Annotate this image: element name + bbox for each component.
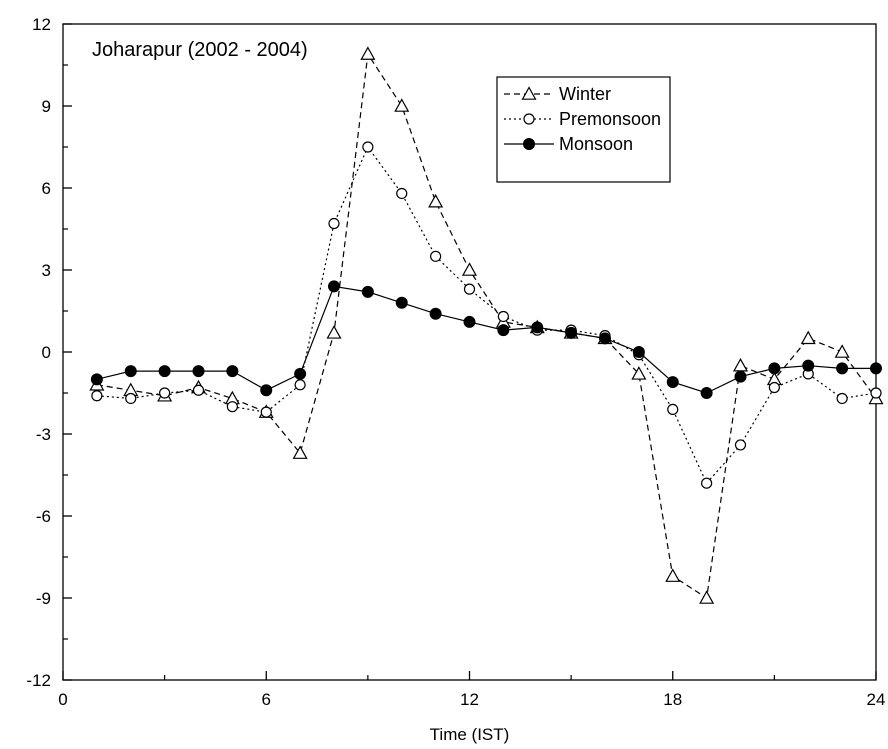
data-point-monsoon	[158, 365, 171, 378]
data-point-monsoon	[497, 324, 510, 337]
x-tick-label: 18	[663, 690, 682, 709]
data-point-winter	[665, 568, 681, 582]
data-point-premonsoon	[260, 406, 272, 418]
x-axis-label: Time (IST)	[430, 725, 510, 744]
data-point-premonsoon	[667, 403, 679, 415]
y-tick-label: -12	[26, 671, 51, 690]
data-point-monsoon	[531, 321, 544, 334]
y-axis: -12 -9 -6 -3 0 3 6 9 12	[26, 15, 72, 690]
y-tick-label: 9	[42, 97, 51, 116]
data-point-premonsoon	[701, 477, 713, 489]
data-point-premonsoon	[734, 439, 747, 451]
series-layer	[89, 46, 884, 604]
data-point-winter	[394, 98, 410, 112]
legend-marker-monsoon	[523, 138, 535, 150]
data-point-premonsoon	[430, 250, 442, 262]
y-tick-label: 0	[42, 343, 51, 362]
x-tick-label: 12	[460, 690, 479, 709]
x-tick-label: 6	[262, 690, 271, 709]
data-point-premonsoon	[396, 187, 408, 200]
data-point-monsoon	[802, 359, 815, 372]
series-line-monsoon	[96, 285, 876, 394]
legend-label-winter: Winter	[559, 84, 611, 104]
data-point-winter	[699, 590, 715, 604]
data-point-winter	[360, 46, 376, 60]
x-axis: 0 6 12 18 24	[58, 671, 885, 709]
data-point-monsoon	[260, 384, 273, 397]
data-point-premonsoon	[294, 379, 306, 391]
data-point-monsoon	[599, 332, 611, 345]
data-point-monsoon	[870, 362, 882, 375]
data-point-premonsoon	[836, 392, 848, 405]
data-point-winter	[292, 445, 308, 459]
data-point-monsoon	[192, 365, 205, 378]
legend-marker-winter	[521, 86, 537, 100]
series-premonsoon	[91, 141, 882, 489]
data-point-monsoon	[90, 373, 103, 386]
y-tick-label: -6	[36, 507, 51, 526]
data-point-monsoon	[429, 307, 442, 320]
legend-marker-premonsoon	[523, 113, 535, 125]
data-point-winter	[732, 357, 749, 372]
data-point-monsoon	[395, 296, 408, 309]
data-point-monsoon	[632, 346, 645, 358]
x-tick-label: 0	[58, 690, 67, 709]
data-point-premonsoon	[91, 390, 103, 402]
data-point-winter	[428, 193, 444, 208]
data-point-monsoon	[768, 362, 781, 375]
series-monsoon	[90, 280, 882, 399]
y-tick-label: 3	[42, 261, 51, 280]
data-point-monsoon	[565, 326, 578, 339]
data-point-monsoon	[226, 365, 239, 378]
series-line-winter	[96, 52, 877, 600]
data-point-premonsoon	[328, 217, 340, 230]
legend-label-monsoon: Monsoon	[559, 134, 633, 154]
data-point-premonsoon	[870, 387, 882, 399]
data-point-monsoon	[294, 367, 307, 380]
y-tick-label: 12	[32, 15, 51, 34]
y-tick-label: 6	[42, 179, 51, 198]
data-point-monsoon	[124, 365, 137, 378]
data-point-monsoon	[836, 362, 849, 375]
data-point-monsoon	[666, 376, 679, 389]
data-point-premonsoon	[768, 381, 780, 394]
data-point-winter	[631, 366, 647, 380]
data-point-monsoon	[463, 315, 476, 328]
data-point-premonsoon	[125, 392, 137, 405]
data-point-premonsoon	[192, 384, 205, 396]
data-point-monsoon	[700, 387, 713, 399]
data-point-winter	[834, 344, 850, 358]
data-point-winter	[800, 330, 816, 345]
x-tick-label: 24	[867, 690, 886, 709]
data-point-premonsoon	[463, 283, 476, 295]
data-point-monsoon	[328, 280, 340, 293]
legend: Winter Premonsoon Monsoon	[496, 76, 671, 183]
data-point-monsoon	[361, 285, 374, 298]
series-winter	[89, 46, 884, 604]
data-point-premonsoon	[226, 401, 238, 413]
legend-label-premonsoon: Premonsoon	[559, 109, 661, 129]
data-point-monsoon	[734, 370, 747, 383]
chart-title: Joharapur (2002 - 2004)	[92, 39, 308, 61]
data-point-winter	[326, 325, 342, 339]
data-point-winter	[461, 262, 478, 276]
series-line-premonsoon	[96, 145, 877, 485]
data-point-premonsoon	[362, 141, 374, 153]
plot-border	[62, 23, 877, 681]
data-point-premonsoon	[497, 310, 509, 323]
y-tick-label: -3	[36, 425, 51, 444]
data-point-premonsoon	[159, 387, 171, 399]
y-tick-label: -9	[36, 589, 51, 608]
plot-frame	[62, 23, 877, 681]
